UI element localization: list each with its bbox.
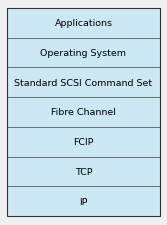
Text: Fibre Channel: Fibre Channel <box>51 108 116 117</box>
FancyBboxPatch shape <box>7 98 160 127</box>
FancyBboxPatch shape <box>7 38 160 68</box>
Text: FCIP: FCIP <box>73 138 94 146</box>
Text: IP: IP <box>79 197 88 206</box>
Text: Operating System: Operating System <box>41 49 126 58</box>
Text: Applications: Applications <box>54 19 113 28</box>
FancyBboxPatch shape <box>7 157 160 187</box>
FancyBboxPatch shape <box>7 68 160 98</box>
FancyBboxPatch shape <box>7 9 160 38</box>
FancyBboxPatch shape <box>7 127 160 157</box>
Text: TCP: TCP <box>75 167 92 176</box>
Text: Standard SCSI Command Set: Standard SCSI Command Set <box>14 79 153 87</box>
FancyBboxPatch shape <box>7 187 160 216</box>
